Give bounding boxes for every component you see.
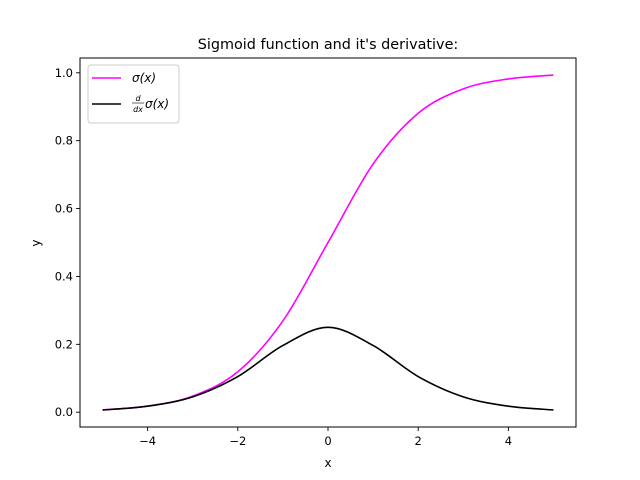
y-tick-label: 0.4: [55, 269, 73, 283]
chart-title: Sigmoid function and it's derivative:: [198, 37, 459, 53]
x-tick-label: 0: [324, 434, 331, 448]
y-axis-ticks: 0.0 0.2 0.4 0.6 0.8 1.0: [55, 66, 80, 419]
legend-frac-denominator: dx: [133, 105, 143, 114]
x-tick-label: 4: [505, 434, 512, 448]
plot-curves: [102, 74, 554, 411]
legend: σ(x) d dx σ(x): [87, 64, 180, 124]
y-tick-label: 0.2: [55, 337, 73, 351]
x-tick-label: −4: [139, 434, 156, 448]
y-axis-label: y: [29, 239, 43, 246]
derivative-line: [102, 326, 554, 411]
x-tick-label: 2: [415, 434, 422, 448]
y-tick-label: 0.8: [55, 134, 73, 148]
legend-box: [87, 64, 180, 124]
y-tick-label: 0.0: [55, 405, 73, 419]
x-axis-label: x: [324, 456, 331, 470]
y-tick-label: 0.6: [55, 202, 73, 216]
sigmoid-line: [102, 74, 554, 411]
x-axis-ticks: −4 −2 0 2 4: [139, 427, 512, 448]
x-tick-label: −2: [229, 434, 246, 448]
legend-label-derivative: σ(x): [145, 97, 169, 111]
legend-frac-numerator: d: [135, 94, 141, 103]
y-tick-label: 1.0: [55, 66, 73, 80]
legend-label-sigmoid: σ(x): [132, 71, 156, 85]
